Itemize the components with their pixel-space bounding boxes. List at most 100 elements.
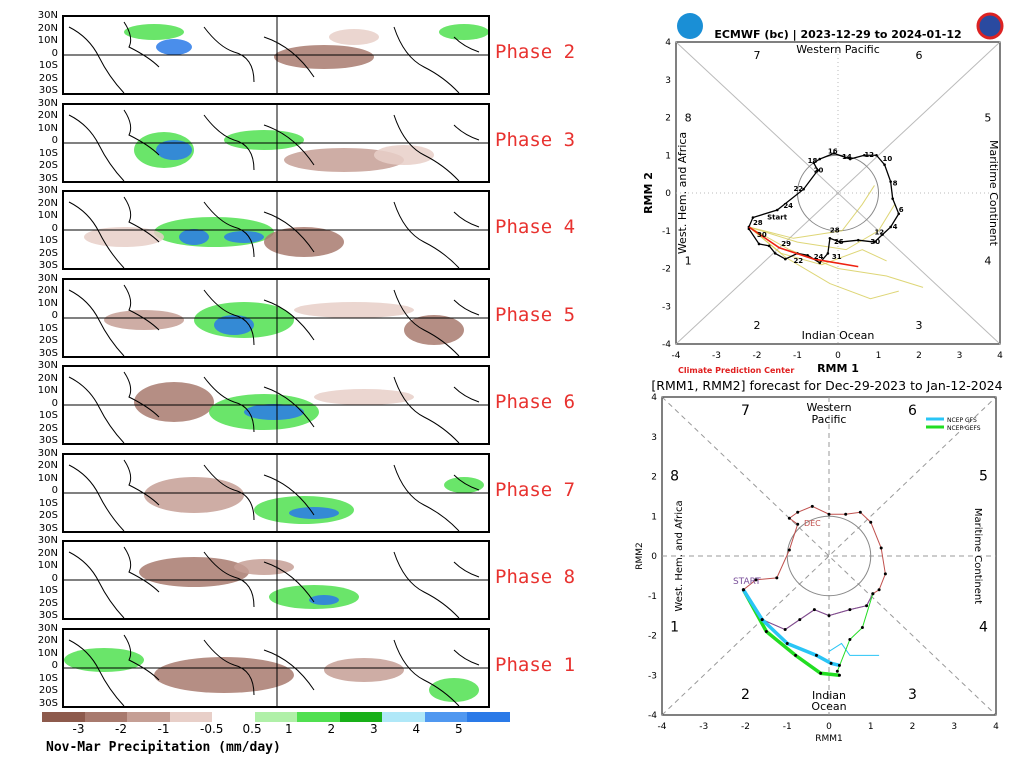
data-point — [796, 510, 800, 514]
chart-title: [RMM1, RMM2] forecast for Dec-29-2023 to… — [651, 378, 1002, 393]
legend-label: NCEP GEFS — [947, 425, 981, 432]
x-tick-label: -4 — [672, 351, 681, 361]
x-tick-label: 0 — [835, 351, 841, 361]
latitude-label: 10N — [37, 647, 58, 659]
phase-number: 7 — [741, 403, 750, 419]
x-tick-label: 2 — [916, 351, 922, 361]
colorbar-tick-label: -1 — [157, 722, 170, 736]
latitude-label: 30S — [38, 260, 58, 271]
composite-map-panel — [62, 365, 490, 445]
x-tick-label: -2 — [753, 351, 762, 361]
observed-point — [757, 242, 761, 246]
latitude-label: 10S — [38, 672, 58, 684]
phase-label: Phase 1 — [495, 653, 576, 676]
latitude-label: 0 — [51, 572, 58, 584]
precip-anomaly-area — [224, 231, 264, 243]
phase-number: 4 — [984, 255, 991, 268]
phase-label: Phase 7 — [495, 478, 576, 501]
coastlines — [68, 109, 480, 181]
day-label: 10 — [883, 155, 893, 163]
latitude-label: 20N — [37, 372, 58, 384]
phase-label: Phase 3 — [495, 128, 576, 151]
day-label: 20 — [814, 166, 824, 174]
precip-anomaly-area — [154, 217, 274, 247]
region-label-left: West. Hem. and Africa — [676, 132, 689, 254]
y-tick-label: 4 — [665, 38, 671, 48]
observed-point — [806, 253, 809, 257]
ensemble-member-line — [748, 185, 875, 239]
data-point — [794, 653, 798, 657]
observed-point — [751, 216, 755, 219]
data-point — [869, 520, 873, 524]
phase-number: 6 — [908, 403, 917, 419]
ensemble-member-line — [748, 226, 924, 288]
observed-point — [818, 157, 822, 161]
data-point — [835, 669, 839, 673]
coastlines — [68, 459, 480, 531]
latitude-label: 10S — [38, 147, 58, 159]
colorbar-tick-label: -3 — [72, 722, 85, 736]
latitude-label: 20N — [37, 197, 58, 209]
latitude-label: 10N — [37, 122, 58, 134]
precip-anomaly-area — [264, 227, 344, 257]
precip-anomaly-area — [244, 404, 304, 420]
data-point — [764, 630, 768, 634]
observed-point — [889, 180, 892, 183]
unit-circle — [786, 515, 872, 597]
data-point — [858, 510, 862, 514]
day-label: 28 — [753, 219, 763, 227]
latitude-label: 20N — [37, 460, 58, 471]
data-point — [827, 614, 831, 618]
day-label: 24 — [783, 202, 793, 210]
data-point — [798, 618, 802, 622]
data-point — [812, 608, 816, 612]
colorbar-tick-label: 5 — [455, 722, 463, 736]
phase-number: 1 — [685, 255, 692, 268]
precip-anomaly-area — [139, 557, 249, 587]
latitude-label: 20N — [37, 110, 58, 121]
gefs-ensemble-line — [836, 593, 874, 672]
colorbar-tick-label: 2 — [327, 722, 336, 736]
observed-point — [802, 187, 805, 191]
legend-label: NCEP GFS — [947, 417, 977, 424]
coastlines — [68, 371, 480, 443]
precip-anomaly-area — [404, 314, 464, 345]
precip-anomaly-area — [156, 39, 192, 55]
y-tick-label: 3 — [651, 433, 657, 443]
observed-point — [828, 237, 832, 240]
day-label: 26 — [834, 238, 844, 246]
day-label: 24 — [814, 253, 824, 261]
precip-anomaly-area — [309, 595, 339, 605]
precip-anomaly-area — [284, 147, 404, 172]
x-tick-label: -3 — [712, 351, 721, 361]
data-point — [837, 673, 841, 677]
latitude-label: 10N — [37, 35, 58, 46]
y-tick-label: 1 — [651, 512, 657, 522]
data-point — [775, 576, 779, 580]
region-label-bottom: Indian Ocean — [802, 329, 875, 342]
colorbar-tick-label: 4 — [412, 722, 421, 736]
region-label-bottom: Ocean — [811, 700, 846, 713]
colorbar-tick-label: 1 — [285, 722, 293, 736]
latitude-label: 0 — [51, 222, 58, 234]
precip-anomaly-area — [274, 45, 374, 69]
day-label: 22 — [793, 257, 803, 265]
region-label-right: Maritime Continent — [972, 508, 983, 604]
latitude-label: 20S — [38, 160, 58, 171]
observed-point — [897, 212, 901, 216]
coastlines — [68, 21, 480, 93]
x-tick-label: 0 — [826, 722, 832, 732]
data-point — [879, 546, 883, 550]
latitude-label: 30N — [37, 10, 58, 21]
phase-number: 5 — [984, 111, 991, 124]
latitude-label: 30N — [37, 97, 58, 109]
precip-anomaly-area — [439, 24, 488, 40]
precip-anomaly-area — [104, 309, 184, 330]
x-tick-label: 1 — [868, 722, 874, 732]
ensemble-member-line — [748, 226, 887, 266]
data-point — [787, 548, 791, 552]
phase-number: 6 — [916, 49, 923, 62]
y-tick-label: -4 — [648, 711, 657, 721]
colorbar-swatch — [382, 712, 425, 722]
analysis-line — [762, 593, 874, 631]
